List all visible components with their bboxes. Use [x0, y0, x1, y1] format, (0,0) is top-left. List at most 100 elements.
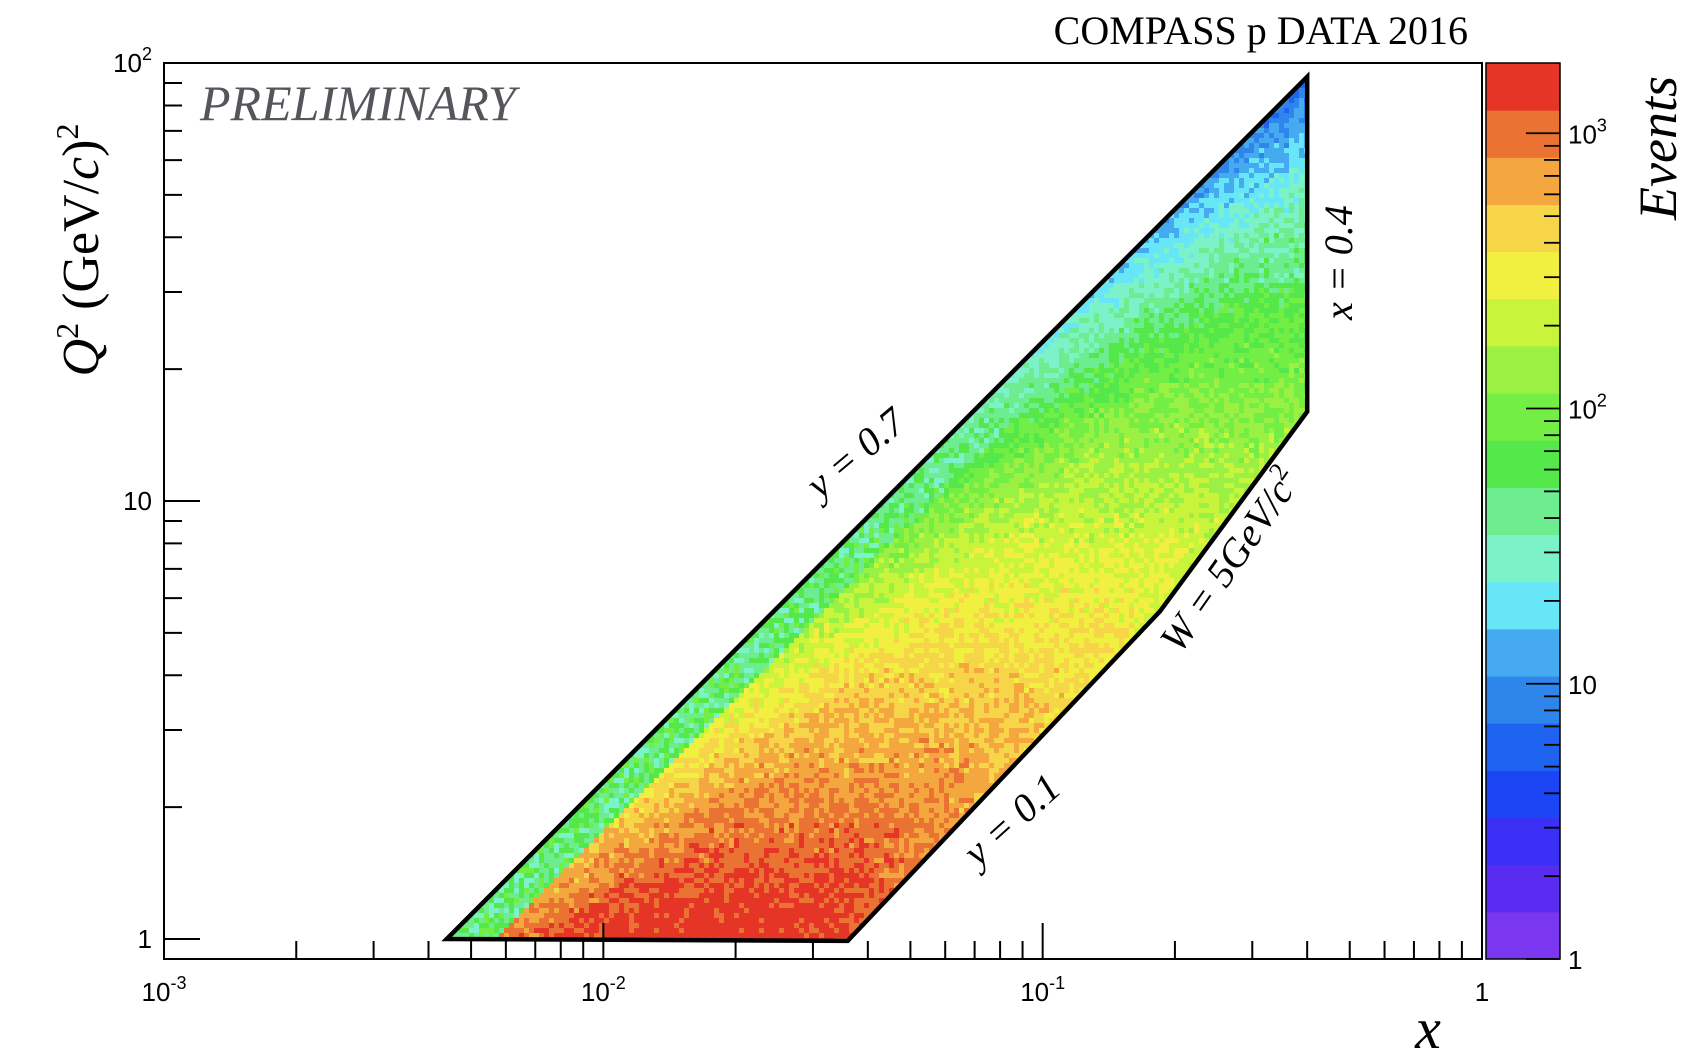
- heatmap-cell: [194, 738, 200, 744]
- heatmap-cell: [229, 698, 235, 704]
- heatmap-cell: [254, 653, 260, 659]
- heatmap-cell: [219, 398, 225, 404]
- heatmap-cell: [214, 628, 220, 634]
- heatmap-cell: [249, 513, 255, 519]
- heatmap-cell: [249, 863, 255, 869]
- heatmap-cell: [234, 793, 240, 799]
- heatmap-cell: [234, 933, 240, 939]
- heatmap-cell: [184, 328, 190, 334]
- heatmap-cell: [284, 938, 290, 944]
- heatmap-cell: [189, 518, 195, 524]
- heatmap-cell: [204, 498, 210, 504]
- heatmap-cell: [294, 868, 300, 874]
- heatmap-cell: [169, 878, 175, 884]
- heatmap-cell: [224, 148, 230, 154]
- heatmap-cell: [184, 198, 190, 204]
- heatmap-cell: [239, 268, 245, 274]
- heatmap-cell: [234, 723, 240, 729]
- heatmap-cell: [279, 333, 285, 339]
- heatmap-cell: [214, 838, 220, 844]
- heatmap-cell: [234, 693, 240, 699]
- heatmap-cell: [294, 608, 300, 614]
- heatmap-cell: [244, 328, 250, 334]
- heatmap-cell: [239, 693, 245, 699]
- heatmap-cell: [224, 168, 230, 174]
- heatmap-cell: [254, 773, 260, 779]
- heatmap-cell: [299, 688, 305, 694]
- heatmap-cell: [254, 498, 260, 504]
- heatmap-cell: [289, 848, 295, 854]
- heatmap-cell: [244, 768, 250, 774]
- heatmap-cell: [224, 403, 230, 409]
- heatmap-cell: [274, 353, 280, 359]
- heatmap-cell: [264, 708, 270, 714]
- heatmap-cell: [289, 538, 295, 544]
- heatmap-cell: [299, 238, 305, 244]
- heatmap-cell: [259, 143, 265, 149]
- heatmap-cell: [294, 613, 300, 619]
- heatmap-cell: [234, 498, 240, 504]
- heatmap-cell: [264, 578, 270, 584]
- heatmap-cell: [289, 278, 295, 284]
- heatmap-cell: [249, 393, 255, 399]
- heatmap-cell: [239, 848, 245, 854]
- heatmap-cell: [229, 518, 235, 524]
- heatmap-cell: [229, 538, 235, 544]
- heatmap-cell: [244, 398, 250, 404]
- heatmap-cell: [264, 428, 270, 434]
- heatmap-cell: [219, 818, 225, 824]
- heatmap-cell: [274, 668, 280, 674]
- heatmap-cell: [264, 203, 270, 209]
- heatmap-cell: [244, 868, 250, 874]
- heatmap-cell: [169, 843, 175, 849]
- heatmap-cell: [264, 158, 270, 164]
- heatmap-cell: [204, 68, 210, 74]
- heatmap-cell: [224, 638, 230, 644]
- heatmap-cell: [169, 248, 175, 254]
- heatmap-cell: [174, 953, 180, 959]
- heatmap-cell: [299, 183, 305, 189]
- heatmap-cell: [264, 183, 270, 189]
- heatmap-cell: [204, 218, 210, 224]
- heatmap-cell: [199, 263, 205, 269]
- heatmap-cell: [199, 793, 205, 799]
- heatmap-cell: [204, 408, 210, 414]
- heatmap-cell: [189, 398, 195, 404]
- heatmap-cell: [259, 313, 265, 319]
- heatmap-cell: [299, 598, 305, 604]
- heatmap-cell: [259, 503, 265, 509]
- heatmap-cell: [279, 773, 285, 779]
- heatmap-cell: [239, 428, 245, 434]
- heatmap-cell: [299, 613, 305, 619]
- heatmap-cell: [284, 628, 290, 634]
- heatmap-cell: [204, 158, 210, 164]
- heatmap-cell: [289, 433, 295, 439]
- heatmap-cell: [264, 498, 270, 504]
- heatmap-cell: [254, 538, 260, 544]
- heatmap-cell: [229, 358, 235, 364]
- heatmap-cell: [209, 233, 215, 239]
- heatmap-cell: [174, 528, 180, 534]
- heatmap-cell: [204, 568, 210, 574]
- heatmap-cell: [274, 733, 280, 739]
- heatmap-cell: [214, 753, 220, 759]
- heatmap-cell: [184, 408, 190, 414]
- heatmap-cell: [249, 153, 255, 159]
- heatmap-cell: [214, 323, 220, 329]
- heatmap-cell: [214, 478, 220, 484]
- heatmap-cell: [229, 198, 235, 204]
- heatmap-cell: [194, 303, 200, 309]
- heatmap-cell: [179, 943, 185, 949]
- heatmap-cell: [209, 623, 215, 629]
- heatmap-cell: [279, 328, 285, 334]
- heatmap-cell: [224, 633, 230, 639]
- heatmap-cell: [174, 843, 180, 849]
- heatmap-cell: [234, 603, 240, 609]
- heatmap-cell: [224, 888, 230, 894]
- heatmap-cell: [199, 798, 205, 804]
- heatmap-cell: [274, 643, 280, 649]
- heatmap-cell: [169, 603, 175, 609]
- heatmap-cell: [284, 883, 290, 889]
- heatmap-cell: [174, 398, 180, 404]
- heatmap-cell: [204, 668, 210, 674]
